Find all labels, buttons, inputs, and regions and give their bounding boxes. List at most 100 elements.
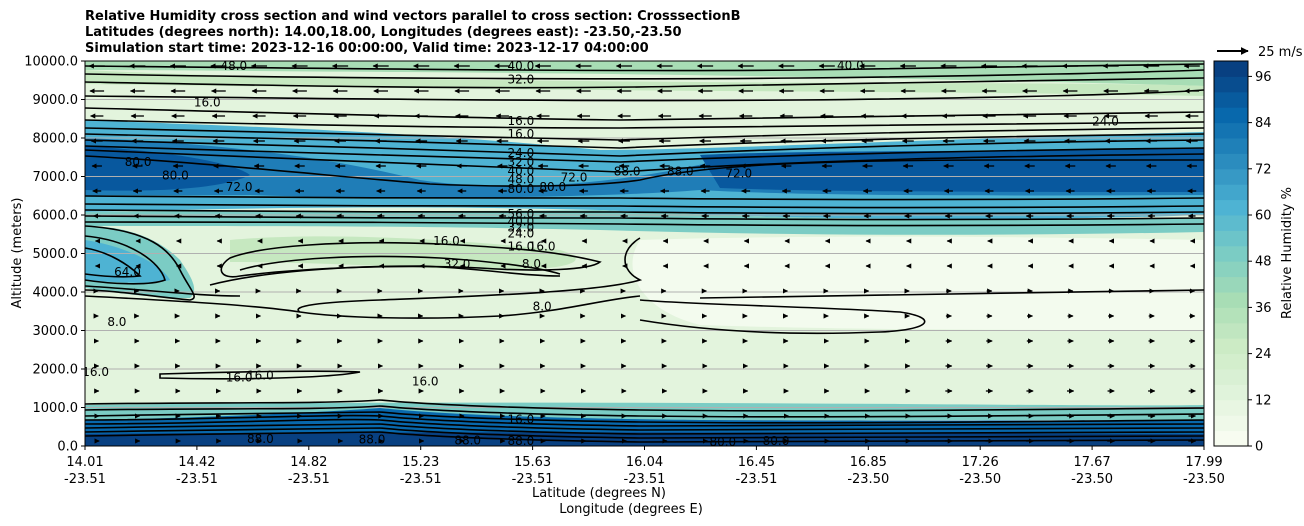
colorbar-band [1214, 215, 1248, 231]
contour-label: 72.0 [561, 170, 588, 184]
x-axis: 14.01 -23.51 14.42 -23.51 14.82 -23.51 15.23 -2… [64, 446, 1225, 487]
y-axis-label: Altitude (meters) [10, 198, 25, 309]
y-tick-label: 4000.0 [33, 286, 79, 301]
y-tick-label: 10000.0 [24, 55, 78, 70]
x-tick-label-lat: 17.26 [962, 455, 999, 470]
contour-label: 24.0 [507, 146, 534, 160]
colorbar-band [1214, 76, 1248, 93]
colorbar-tick-label: 12 [1255, 393, 1272, 408]
contour-label: 16.0 [82, 365, 109, 379]
contour-label: 16.0 [507, 127, 534, 141]
grid-lines [85, 99, 1204, 408]
x-tick-label-lat: 14.01 [66, 455, 103, 470]
y-tick-label: 5000.0 [33, 247, 79, 262]
rh-fill-core-left [85, 146, 250, 191]
x-tick-label-lat: 14.42 [178, 455, 215, 470]
x-tick-label-lon: -23.50 [1183, 472, 1225, 487]
y-tick-label: 0.0 [57, 440, 78, 455]
colorbar-band [1214, 230, 1248, 247]
plot-area: 40.048.0 40.032.016.024.016.016.024.032.0… [82, 58, 1204, 449]
chart-title-line-1: Relative Humidity cross section and wind… [85, 9, 741, 24]
x-tick-label-lat: 17.99 [1185, 455, 1222, 470]
colorbar-band [1214, 168, 1248, 185]
contour-label: 80.0 [763, 434, 790, 448]
x-tick-label-lat: 15.63 [514, 455, 551, 470]
contour-label: 56.0 [507, 207, 534, 221]
colorbar-band [1214, 91, 1248, 108]
contour-label: 32.0 [507, 220, 534, 234]
colorbar-band [1214, 399, 1248, 416]
colorbar-band [1214, 261, 1248, 278]
x-tick-label-lon: -23.51 [512, 472, 554, 487]
y-tick-label: 1000.0 [33, 401, 79, 416]
contour-label: 88.0 [614, 165, 641, 179]
colorbar-band [1214, 430, 1248, 447]
y-tick-label: 2000.0 [33, 363, 79, 378]
contour-label: 88.0 [507, 434, 534, 448]
contour-label: 40.0 [837, 58, 864, 72]
chart-title-line-2: Latitudes (degrees north): 14.00,18.00, … [85, 25, 682, 40]
colorbar-tick-label: 48 [1255, 255, 1272, 270]
contour-label: 8.0 [522, 257, 541, 271]
x-axis-label-longitude: Longitude (degrees E) [559, 502, 703, 517]
chart-title-line-3: Simulation start time: 2023-12-16 00:00:… [85, 41, 649, 56]
colorbar-band [1214, 384, 1248, 401]
x-tick-label-lon: -23.51 [624, 472, 666, 487]
contour-label: 88.0 [454, 433, 481, 447]
colorbar-band [1214, 122, 1248, 139]
y-tick-label: 6000.0 [33, 209, 79, 224]
contour-label: 80.0 [709, 435, 736, 449]
rh-fill-top-band [85, 61, 1204, 86]
contour-label: 8.0 [107, 315, 126, 329]
x-tick-label-lon: -23.51 [735, 472, 777, 487]
rh-contour-lines [85, 63, 1204, 443]
contour-label: 16.0 [412, 374, 439, 388]
colorbar-band [1214, 338, 1248, 355]
x-tick-label-lat: 16.04 [626, 455, 663, 470]
contour-label: 48.0 [507, 172, 534, 186]
x-tick-label-lat: 14.82 [290, 455, 327, 470]
y-tick-label: 8000.0 [33, 132, 79, 147]
contour-label: 80.0 [507, 182, 534, 196]
contour-label: 40.0 [507, 59, 534, 73]
x-tick-label-lat: 15.23 [402, 455, 439, 470]
x-axis-label-latitude: Latitude (degrees N) [532, 486, 666, 501]
contour-label: 32.0 [444, 257, 471, 271]
contour-label: 32.0 [507, 155, 534, 169]
y-tick-label: 7000.0 [33, 170, 79, 185]
contour-label: 24.0 [1092, 115, 1119, 129]
colorbar-label: Relative Humidity % [1280, 187, 1295, 319]
contour-label: 16.0 [433, 234, 460, 248]
colorbar-band [1214, 307, 1248, 324]
contour-label: 80.0 [539, 180, 566, 194]
colorbar-frame [1213, 60, 1249, 447]
contour-label: 16.0 [194, 95, 221, 109]
colorbar-band [1214, 369, 1248, 385]
colorbar-tick-label: 96 [1255, 70, 1272, 85]
colorbar-band [1214, 153, 1248, 170]
contour-label: 72.0 [226, 180, 253, 194]
contour-label: 16.0 [226, 371, 253, 385]
rh-fill-base-moist [85, 210, 1204, 235]
contour-label: 64.0 [114, 265, 141, 279]
contour-label: 16.0 [507, 114, 534, 128]
contour-label: 16.0 [247, 369, 274, 383]
rh-fill-pbl-core [85, 432, 1204, 446]
x-tick-label-lon: -23.51 [176, 472, 218, 487]
rh-fill-top-band-2 [85, 70, 1204, 96]
contour-label: 40.0 [507, 164, 534, 178]
colorbar-tick-label: 36 [1255, 301, 1272, 316]
colorbar-tick-label: 84 [1255, 116, 1272, 131]
contour-label: 8.0 [533, 299, 552, 313]
contour-label: 32.0 [507, 72, 534, 86]
colorbar-band [1214, 322, 1248, 339]
colorbar-band [1214, 276, 1248, 293]
rh-fill-core-right [700, 148, 1204, 192]
contour-label: 48.0 [220, 59, 247, 73]
colorbar-tick-label: 60 [1255, 209, 1272, 224]
contour-label: 80.0 [125, 155, 152, 169]
contour-label: 16.0 [507, 240, 534, 254]
y-axis: 0.0 1000.0 2000.0 3000.0 4000.0 5000.0 6000.0 7… [24, 55, 85, 455]
colorbar-band [1214, 184, 1248, 201]
